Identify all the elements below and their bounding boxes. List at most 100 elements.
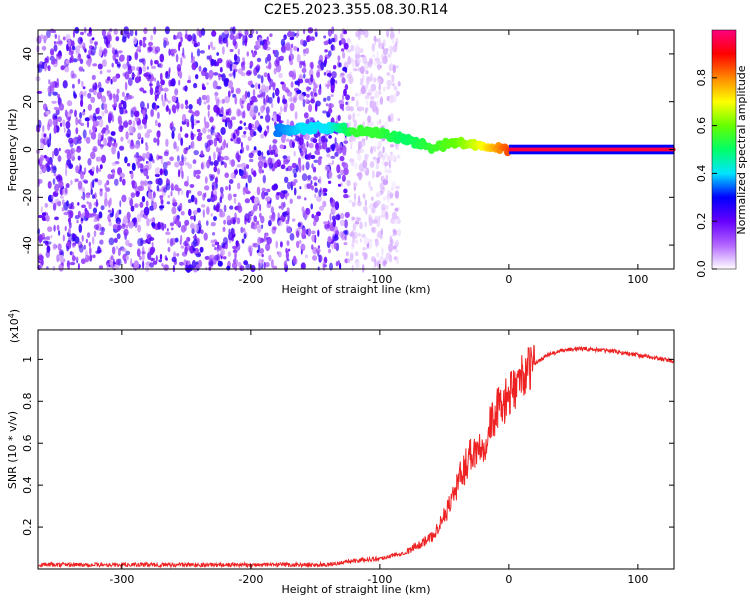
spectrogram-cell [376,252,379,258]
spectrogram-cell [272,92,275,99]
spectrogram-cell [316,71,321,78]
spectrogram-cell [224,96,230,104]
spectrogram-cell [108,221,112,227]
spectrogram-cell [86,120,90,128]
spectrogram-cell [206,134,212,140]
spectrogram-cell [146,218,150,227]
spectrogram-cell [217,151,221,160]
spectrogram-cell [180,57,183,66]
spectrogram-cell [58,230,61,236]
spectrogram-cell [382,154,385,162]
spectrogram-cell [361,234,366,238]
spectrogram-cell [305,208,311,215]
spectrogram-cell [111,114,115,123]
spectrogram-cell [101,111,105,117]
spectrogram-cell [253,131,257,137]
spectrogram-cell [260,105,265,114]
spectrogram-cell [339,169,345,176]
spectrogram-cell [230,116,236,121]
spectrogram-cell [140,101,145,110]
spectrogram-cell [172,48,177,54]
spectrogram-cell [81,204,86,209]
spectrogram-cell [154,77,157,82]
spectrogram-cell [116,245,119,250]
spectrogram-cell [232,133,236,140]
spectrogram-cell [254,82,258,90]
spectrogram-cell [372,156,377,160]
spectrogram-cell [65,167,68,177]
spectrogram-cell [180,210,185,216]
spectrogram-cell [360,148,365,153]
x-tick-label: 0 [505,573,512,586]
spectrogram-cell [371,219,378,224]
spectrogram-cell [45,215,50,222]
spectrogram-cell [84,180,88,184]
spectrogram-cell [286,240,290,247]
spectrogram-cell [284,158,290,165]
spectrogram-cell [352,222,357,231]
spectrogram-cell [253,204,258,212]
spectrogram-cell [65,34,71,41]
spectrogram-cell [75,256,79,261]
spectrogram-cell [375,200,381,206]
spectrogram-cell [232,249,238,254]
spectrogram-cell [140,180,145,186]
spectrogram-cell [295,34,299,38]
spectrogram-cell [341,145,347,155]
spectrogram-cell [389,64,392,72]
spectrogram-cell [77,202,80,206]
spectrogram-cell [211,243,216,248]
spectrogram-cell [154,60,159,65]
spectrogram-cell [386,79,393,87]
spectrogram-cell [57,116,62,123]
spectrogram-cell [386,190,392,195]
spectrogram-cell [347,100,350,106]
spectrogram-cell [239,97,243,106]
spectrogram-cell [133,260,140,270]
spectrogram-cell [106,90,109,94]
spectrogram-cell [91,74,96,81]
spectrogram-cell [80,99,84,107]
spectrogram-cell [376,191,382,196]
spectrogram-cell [378,119,382,125]
spectrogram-cell [179,160,185,166]
spectrogram-cell [102,48,108,57]
spectrogram-cell [273,49,279,58]
spectrogram-cell [44,57,48,63]
spectrogram-cell [247,80,253,86]
spectrogram-cell [379,182,385,191]
spectrogram-cell [82,42,86,51]
spectrogram-cell [327,28,332,37]
spectrogram-cell [279,144,284,149]
spectrogram-cell [234,169,238,175]
spectrogram-cell [342,51,346,59]
spectrogram-cell [222,46,225,55]
spectrogram-cell [88,129,92,136]
spectrogram-cell [381,247,384,256]
spectrogram-cell [355,261,360,270]
spectrogram-cell [287,248,291,252]
spectrogram-cell [306,141,309,148]
spectrogram-cell [291,218,296,222]
spectrogram-cell [78,66,84,72]
spectrogram-cell [40,34,44,39]
spectrogram-cell [83,167,87,174]
spectrogram-cell [213,151,216,161]
spectrogram-cell [201,28,206,36]
spectrogram-cell [234,251,237,260]
spectrogram-cell [171,95,177,103]
spectrogram-cell [240,175,246,179]
spectrogram-cell [354,251,359,257]
spectrogram-cell [74,109,77,118]
spectrogram-cell [251,49,254,54]
spectrogram-cell [48,79,51,85]
spectrogram-cell [307,228,312,237]
spectrogram-cell [119,176,123,182]
spectrogram-cell [204,255,210,260]
spectrogram-cell [272,114,276,122]
spectrogram-cell [143,27,148,35]
spectrogram-cell [329,213,332,222]
spectrogram-cell [243,187,249,193]
spectrogram-cell [252,149,259,153]
spectrogram-cell [183,240,189,247]
